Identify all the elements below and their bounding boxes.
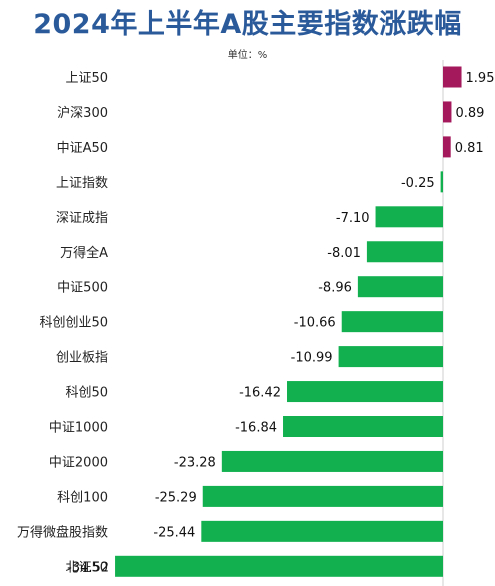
value-label: -10.66 <box>294 316 336 331</box>
unit-label: 单位：% <box>227 50 268 61</box>
bar <box>338 346 443 368</box>
category-label: 万得微盘股指数 <box>17 524 108 540</box>
value-label: -16.84 <box>235 421 277 436</box>
category-label: 科创50 <box>65 386 108 401</box>
category-label: 上证指数 <box>56 176 108 191</box>
value-label: 0.89 <box>455 106 484 121</box>
category-label: 万得全A <box>60 245 108 261</box>
category-label: 深证成指 <box>56 211 108 226</box>
category-label: 科创创业50 <box>39 316 108 331</box>
category-label: 沪深300 <box>57 105 108 121</box>
bar <box>443 136 451 158</box>
value-label: -8.01 <box>327 246 361 261</box>
value-label: -23.28 <box>174 455 216 470</box>
category-label: 上证50 <box>65 71 108 86</box>
bar <box>443 101 452 123</box>
value-label: -7.10 <box>336 211 370 226</box>
bar <box>202 485 443 507</box>
value-label: 0.81 <box>455 141 484 156</box>
bar <box>366 241 443 263</box>
bar <box>375 206 443 228</box>
bar <box>341 311 443 333</box>
category-label: 创业板指 <box>56 351 108 366</box>
category-label: 中证500 <box>57 281 108 296</box>
value-label: -16.42 <box>239 386 281 401</box>
bar <box>201 520 443 542</box>
category-label: 中证A50 <box>57 141 108 156</box>
value-label: -8.96 <box>318 281 352 296</box>
category-label: 中证1000 <box>49 421 108 436</box>
bar <box>357 276 443 298</box>
bar <box>115 555 443 577</box>
value-label: -25.44 <box>153 525 195 540</box>
category-label: 中证2000 <box>49 455 108 470</box>
value-label: -10.99 <box>291 351 333 366</box>
bar <box>283 416 443 437</box>
value-label: -34.52 <box>67 560 109 575</box>
chart-title: 2024年上半年A股主要指数涨跌幅 <box>33 9 462 40</box>
category-label: 北证50 <box>65 560 108 575</box>
bar <box>443 66 462 88</box>
bar <box>440 171 443 193</box>
category-label: 科创100 <box>57 490 108 505</box>
value-label: -0.25 <box>401 176 435 191</box>
bar <box>221 450 443 472</box>
value-label: 1.95 <box>466 71 495 86</box>
value-label: -25.29 <box>155 490 197 505</box>
bar <box>287 381 443 403</box>
